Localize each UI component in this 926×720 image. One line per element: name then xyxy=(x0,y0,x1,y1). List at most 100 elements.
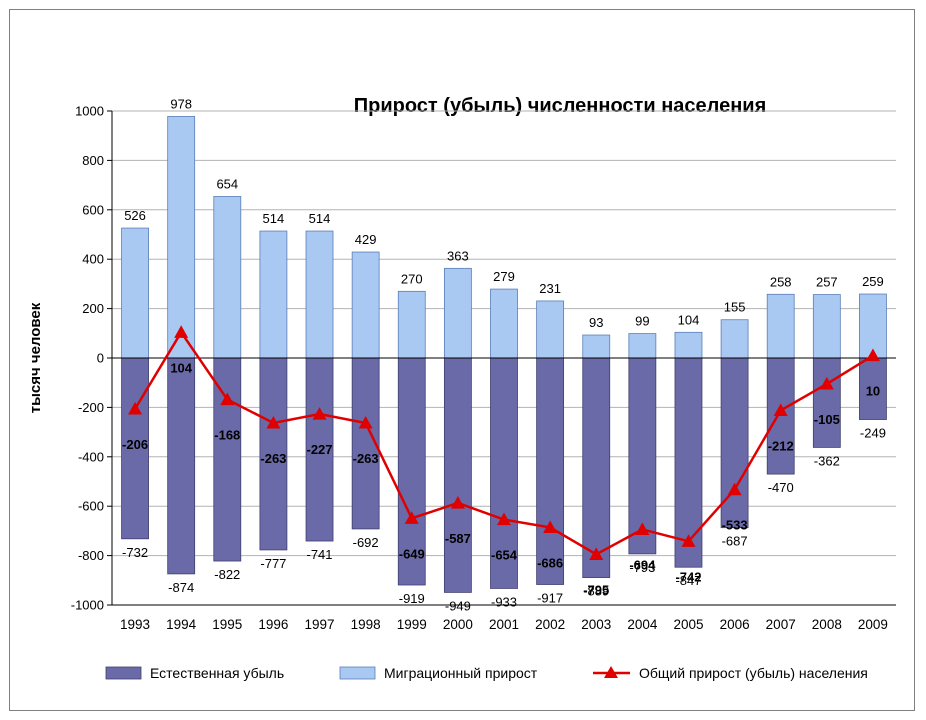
data-label-natural: -249 xyxy=(860,426,886,441)
bars xyxy=(121,116,887,593)
x-tick-label: 2006 xyxy=(720,617,750,632)
legend-label-migration: Миграционный прирост xyxy=(384,665,538,681)
bar-migration-growth xyxy=(582,334,611,359)
data-label-migration: 231 xyxy=(539,281,561,296)
bar-natural-decline xyxy=(536,357,565,585)
chart-title: Прирост (убыль) численности населения xyxy=(354,95,767,117)
bar-natural-decline xyxy=(443,357,472,593)
data-label-migration: 93 xyxy=(589,315,603,330)
data-label-total: -212 xyxy=(768,438,794,453)
bar-migration-growth xyxy=(674,331,703,359)
legend-label-natural: Естественная убыль xyxy=(150,665,284,681)
data-label-total: -206 xyxy=(122,437,148,452)
data-label-migration: 257 xyxy=(816,275,838,290)
data-label-natural: -889 xyxy=(583,584,609,599)
data-label-total: -742 xyxy=(675,569,701,584)
bar-natural-decline xyxy=(812,357,841,448)
bar-natural-decline xyxy=(213,357,242,562)
y-tick-label: -600 xyxy=(78,499,104,514)
bar-natural-decline xyxy=(720,357,749,529)
point-total xyxy=(727,482,742,496)
bar-migration-growth xyxy=(812,294,841,359)
x-tick-label: 2009 xyxy=(858,617,888,632)
data-label-migration: 363 xyxy=(447,248,469,263)
data-label-natural: -933 xyxy=(491,594,517,609)
x-tick-label: 1996 xyxy=(258,617,288,632)
x-tick-label: 2008 xyxy=(812,617,842,632)
x-tick-label: 1997 xyxy=(305,617,335,632)
bar-natural-decline xyxy=(490,357,518,589)
point-total xyxy=(220,392,235,406)
data-label-total: -263 xyxy=(353,451,379,466)
legend-swatch-migration xyxy=(339,666,376,680)
data-label-migration: 104 xyxy=(678,312,700,327)
data-label-migration: 654 xyxy=(216,176,238,191)
point-total xyxy=(681,534,696,547)
bar-migration-growth xyxy=(443,267,472,359)
bar-natural-decline xyxy=(167,357,196,575)
tick-labels: 10008006004002000-200-400-600-800-100019… xyxy=(71,104,888,633)
y-tick-label: -400 xyxy=(78,449,104,464)
point-total xyxy=(358,415,373,429)
data-label-total: -263 xyxy=(260,451,286,466)
data-label-migration: 99 xyxy=(635,314,649,329)
data-label-migration: 258 xyxy=(770,274,792,289)
data-label-total: 10 xyxy=(866,384,880,399)
bar-migration-growth xyxy=(859,293,887,359)
point-total xyxy=(635,522,650,536)
y-tick-label: 800 xyxy=(82,153,104,168)
data-label-natural: -362 xyxy=(814,453,840,468)
bar-natural-decline xyxy=(582,357,611,578)
bar-natural-decline xyxy=(859,357,887,420)
data-label-total: -694 xyxy=(629,557,656,572)
bar-migration-growth xyxy=(351,251,380,359)
bar-natural-decline xyxy=(397,357,426,586)
point-total xyxy=(404,511,419,524)
data-label-total: -686 xyxy=(537,555,563,570)
point-total xyxy=(312,407,327,420)
data-label-natural: -692 xyxy=(353,535,379,550)
bar-natural-decline xyxy=(628,357,657,555)
data-label-migration: 978 xyxy=(170,96,192,111)
data-label-natural: -917 xyxy=(537,590,563,605)
data-label-total: -649 xyxy=(399,546,425,561)
data-label-total: -795 xyxy=(583,582,609,597)
data-label-migration: 259 xyxy=(862,274,884,289)
data-label-migration: 279 xyxy=(493,269,515,284)
data-label-natural: -822 xyxy=(214,567,240,582)
data-label-natural: -919 xyxy=(399,591,425,606)
bar-migration-growth xyxy=(213,196,242,359)
x-tick-label: 2004 xyxy=(627,617,658,632)
data-label-total: -168 xyxy=(214,427,240,442)
data-label-natural: -741 xyxy=(307,547,333,562)
point-total xyxy=(266,415,281,429)
bar-migration-growth xyxy=(490,288,518,359)
y-tick-label: -200 xyxy=(78,400,104,415)
bar-migration-growth xyxy=(536,300,565,359)
x-tick-label: 1998 xyxy=(351,617,381,632)
point-total xyxy=(589,547,604,560)
bar-natural-decline xyxy=(259,357,288,551)
data-label-migration: 514 xyxy=(309,211,331,226)
total-line xyxy=(128,325,880,560)
data-label-natural: -949 xyxy=(445,598,471,613)
data-label-migration: 526 xyxy=(124,208,146,223)
data-label-natural: -777 xyxy=(260,556,286,571)
x-tick-label: 1995 xyxy=(212,617,242,632)
data-label-total: -227 xyxy=(307,442,333,457)
data-label-natural: -847 xyxy=(675,573,701,588)
data-label-natural: -874 xyxy=(168,580,194,595)
bar-migration-growth xyxy=(766,293,795,359)
data-label-total: -654 xyxy=(491,548,518,563)
y-tick-label: 0 xyxy=(97,351,104,366)
y-axis-label: тысяч человек xyxy=(27,302,44,413)
data-label-natural: -732 xyxy=(122,545,148,560)
legend-swatch-natural xyxy=(105,666,142,680)
legend-marker-total xyxy=(604,666,618,678)
y-tick-label: 400 xyxy=(82,252,104,267)
data-label-total: -105 xyxy=(814,412,840,427)
x-tick-label: 1994 xyxy=(166,617,197,632)
point-total xyxy=(819,376,834,390)
legend-label-total: Общий прирост (убыль) населения xyxy=(639,665,868,681)
